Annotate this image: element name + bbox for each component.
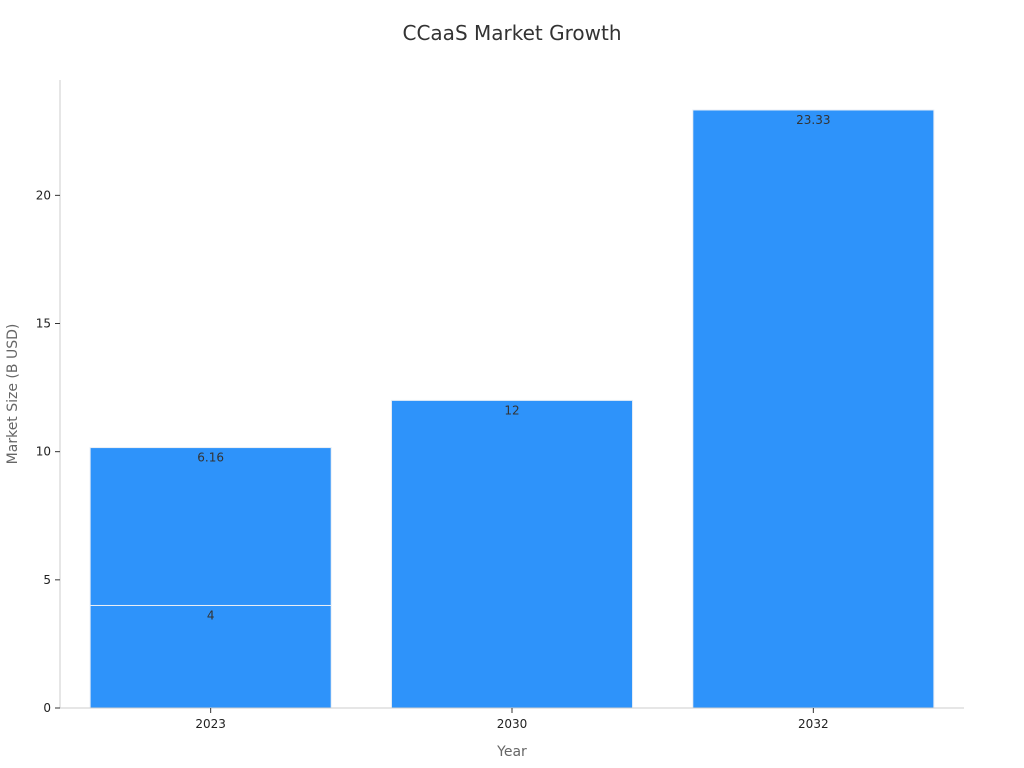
bars-group [89, 109, 935, 709]
y-tick-label: 5 [43, 573, 51, 587]
x-axis-label: Year [496, 744, 527, 760]
bar-2023-segment-1 [89, 604, 332, 709]
y-tick-label: 20 [36, 188, 51, 202]
data-label-2023-segment-2: 6.16 [197, 451, 224, 465]
bar-2032-segment-1 [692, 109, 935, 709]
bar-2023-segment-2 [89, 447, 332, 606]
data-label-2023-segment-1: 4 [207, 608, 215, 622]
y-tick-label: 10 [36, 445, 51, 459]
data-labels-group: 4 6.16 12 23.33 [197, 113, 830, 622]
x-tick-label: 2030 [497, 717, 528, 731]
y-tick-label: 15 [36, 317, 51, 331]
x-axis-ticks: 2023 2030 2032 [195, 708, 829, 731]
x-tick-label: 2032 [798, 717, 829, 731]
chart-title: CCaaS Market Growth [403, 21, 622, 45]
y-axis-ticks: 0 5 10 15 20 [36, 188, 60, 715]
data-label-2032-segment-1: 23.33 [796, 113, 830, 127]
data-label-2030-segment-1: 12 [504, 403, 519, 417]
y-axis-label: Market Size (B USD) [5, 324, 21, 465]
bar-2030-segment-1 [390, 399, 634, 709]
x-tick-label: 2023 [195, 717, 226, 731]
y-tick-label: 0 [43, 701, 51, 715]
